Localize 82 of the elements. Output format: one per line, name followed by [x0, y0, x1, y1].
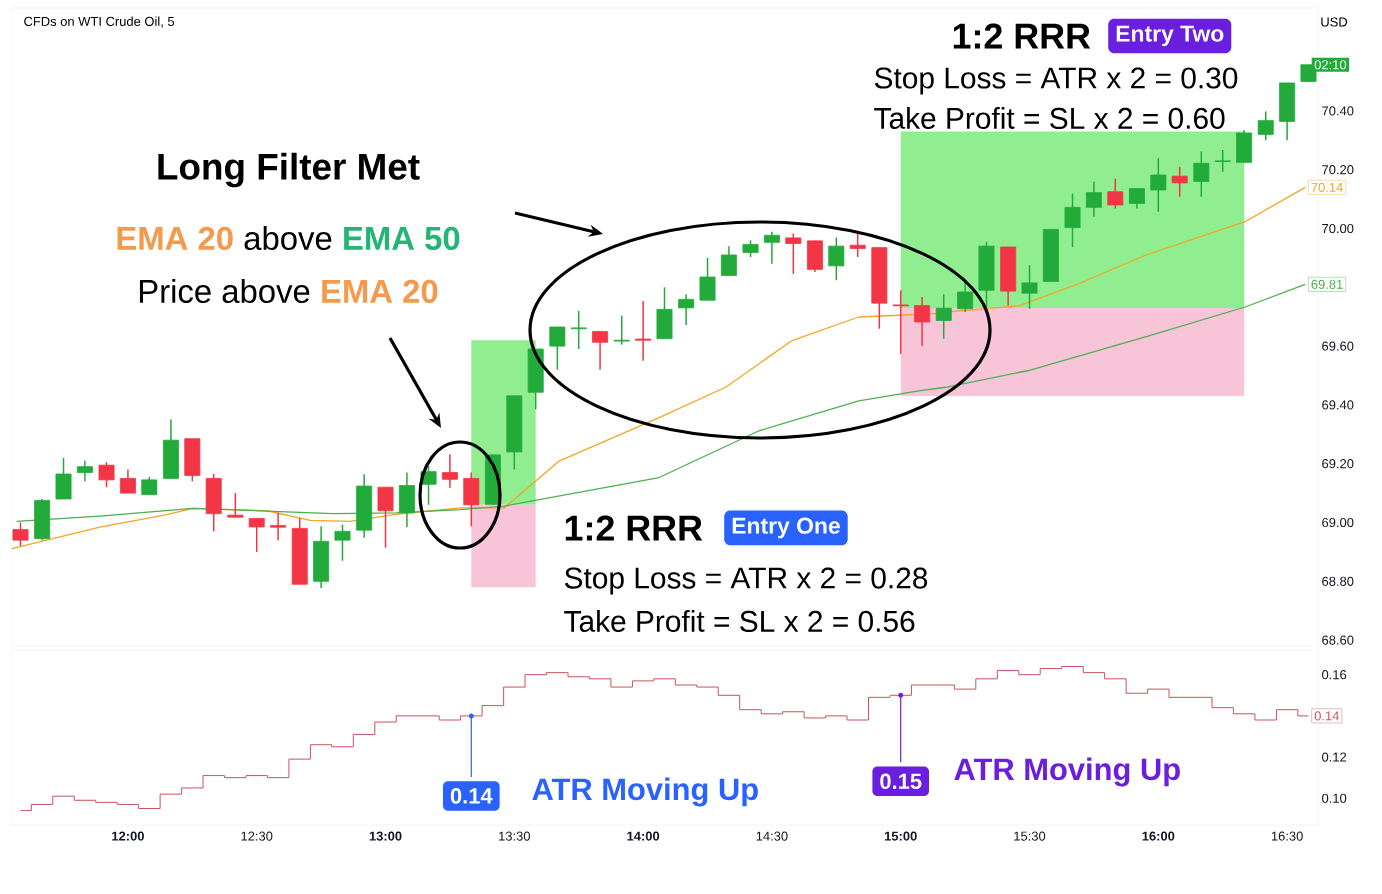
- candlestick: [1257, 110, 1274, 142]
- candlestick: [763, 230, 780, 265]
- annotation: 0.15: [880, 773, 922, 790]
- y-tick-label: 68.80: [1322, 576, 1354, 586]
- annotation: Entry One: [732, 517, 840, 539]
- annotation: 1:2 RRR: [565, 515, 703, 541]
- candlestick: [720, 245, 737, 277]
- candlestick: [1064, 192, 1081, 248]
- annotation: Stop Loss = ATR x 2 = 0.30: [874, 67, 1238, 95]
- annotation: 70.14: [1311, 182, 1343, 192]
- candlestick: [334, 523, 351, 562]
- candlestick: [377, 486, 394, 549]
- annotation: 0.14: [450, 788, 493, 804]
- annotation: 02:10: [1314, 60, 1347, 70]
- candlestick: [914, 296, 931, 347]
- x-tick-label: 15:00: [884, 831, 917, 841]
- candlestick: [1021, 264, 1038, 310]
- y-tick-label: 69.20: [1322, 459, 1354, 469]
- annotation: above: [244, 225, 332, 251]
- x-tick-label: 13:30: [499, 831, 531, 841]
- y-tick-label: 69.60: [1322, 341, 1354, 351]
- candlestick: [227, 492, 244, 518]
- annotation: 1:2 RRR: [953, 23, 1091, 49]
- candlestick: [98, 461, 115, 488]
- x-tick-label: 16:30: [1271, 831, 1303, 841]
- candlestick: [1085, 181, 1102, 218]
- x-tick-label: 14:00: [627, 831, 660, 841]
- annotation: Stop Loss = ATR x 2 = 0.28: [564, 567, 928, 595]
- candlestick: [119, 468, 136, 494]
- text: USD: [1321, 17, 1348, 27]
- annotation: Take Profit = SL x 2 = 0.60: [874, 107, 1225, 129]
- candlestick: [441, 453, 458, 489]
- candlestick: [1214, 149, 1231, 173]
- annotation: Price above: [139, 278, 310, 304]
- x-tick-label: 13:00: [369, 831, 402, 841]
- y-tick-label: 0.12: [1322, 752, 1347, 762]
- annotation: Long Filter Met: [158, 152, 420, 188]
- annotation: EMA 20: [117, 226, 233, 251]
- y-tick-label: 70.40: [1322, 106, 1354, 116]
- candlestick: [892, 289, 909, 355]
- candlestick: [828, 236, 845, 281]
- text: CFDs on WTI Crude Oil, 5: [24, 16, 175, 28]
- candlestick: [678, 293, 695, 326]
- x-tick-label: 15:30: [1014, 831, 1046, 841]
- y-tick-label: 0.16: [1322, 670, 1347, 680]
- x-tick-label: 12:30: [241, 831, 273, 841]
- candlestick: [957, 281, 974, 313]
- candlestick: [849, 232, 866, 258]
- candlestick: [1150, 157, 1167, 213]
- candlestick: [12, 521, 29, 547]
- y-tick-label: 69.40: [1322, 400, 1354, 410]
- y-tick-label: 70.20: [1322, 165, 1354, 175]
- candlestick: [1193, 150, 1210, 198]
- candlestick: [248, 517, 265, 553]
- x-tick-label: 14:30: [756, 831, 788, 841]
- candlestick: [270, 512, 287, 541]
- candlestick: [570, 310, 587, 350]
- candlestick: [613, 314, 630, 346]
- candlestick: [635, 300, 652, 362]
- annotation: EMA 50: [344, 226, 460, 251]
- y-tick-label: 69.00: [1322, 517, 1354, 528]
- candlestick: [935, 293, 952, 340]
- annotation: 0.14: [1314, 711, 1340, 721]
- candlestick: [785, 232, 802, 275]
- annotation: ATR Moving Up: [954, 757, 1180, 787]
- x-tick-label: 12:00: [112, 831, 144, 841]
- y-tick-label: 70.00: [1322, 223, 1354, 234]
- annotation: Entry Two: [1116, 25, 1224, 47]
- candlestick: [1107, 177, 1124, 210]
- annotation: Take Profit = SL x 2 = 0.56: [564, 610, 915, 632]
- candlestick: [1171, 166, 1188, 198]
- annotation: EMA 20: [322, 279, 438, 304]
- candlestick: [76, 460, 93, 483]
- candlestick: [699, 257, 716, 301]
- candlestick: [592, 330, 609, 371]
- annotation: 69.81: [1311, 279, 1343, 289]
- y-tick-label: 68.60: [1322, 635, 1354, 645]
- x-tick-label: 16:00: [1142, 831, 1175, 841]
- annotation: ATR Moving Up: [532, 777, 758, 807]
- candlestick: [549, 326, 566, 371]
- candlestick: [1128, 187, 1145, 210]
- y-tick-label: 0.10: [1322, 793, 1347, 803]
